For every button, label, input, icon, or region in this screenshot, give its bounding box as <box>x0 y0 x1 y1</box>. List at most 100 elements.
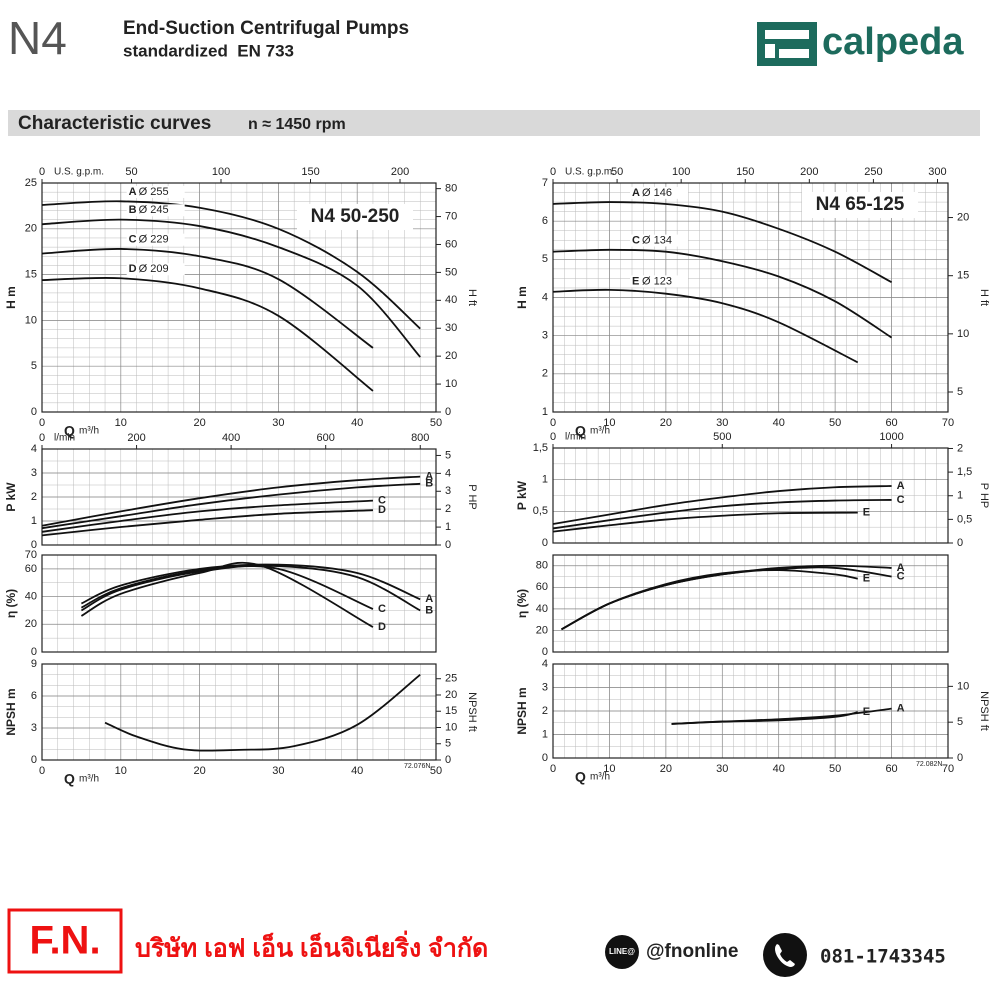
x-tick-label: 40 <box>773 417 785 429</box>
y2-axis-label: H ft <box>466 289 478 306</box>
x-tick-label: 40 <box>351 765 363 777</box>
plot-frame <box>41 554 437 653</box>
y2-tick-label: 2 <box>445 503 451 515</box>
series-diameter: Ø 146 <box>642 187 672 199</box>
series-diameter: Ø 229 <box>139 234 169 246</box>
y2-axis-label: NPSH ft <box>466 692 478 732</box>
y-axis-label: η (%) <box>515 589 529 618</box>
y2-tick-label: 0,5 <box>957 513 972 525</box>
series-name: A <box>897 703 905 715</box>
curve <box>80 565 374 612</box>
curve <box>41 248 374 349</box>
x2-tick-label: 800 <box>411 432 429 444</box>
curve <box>104 673 421 752</box>
x-tick-label: 50 <box>829 763 841 775</box>
plot-frame <box>41 663 437 761</box>
series-name: A <box>425 471 433 483</box>
y-tick-label: 40 <box>536 603 548 615</box>
y2-tick-label: 10 <box>957 680 969 692</box>
y-tick-label: 2 <box>542 368 548 380</box>
x-tick-label: 40 <box>351 417 363 429</box>
brand-name: calpeda <box>822 21 964 63</box>
y-tick-label: 1 <box>542 406 548 418</box>
curve <box>552 499 892 530</box>
y-tick-label: 1,5 <box>533 442 548 454</box>
y-tick-label: 0,5 <box>533 505 548 517</box>
x2-tick-label: 100 <box>212 166 230 178</box>
x-axis-unit: m³/h <box>79 426 99 437</box>
y-tick-label: 3 <box>542 681 548 693</box>
y-tick-label: 7 <box>542 177 548 189</box>
y-tick-label: 20 <box>25 618 37 630</box>
curve <box>41 277 374 392</box>
x2-axis-label: l/min <box>54 433 75 444</box>
y2-tick-label: 20 <box>445 689 457 701</box>
curve <box>552 288 859 364</box>
series-diameter: Ø 123 <box>642 275 672 287</box>
y-tick-label: 3 <box>542 330 548 342</box>
y2-tick-label: 0 <box>957 537 963 549</box>
line-badge: LINE@ <box>609 947 635 956</box>
x2-tick-label: 600 <box>317 432 335 444</box>
x2-tick-label: 50 <box>125 166 137 178</box>
y2-tick-label: 70 <box>445 210 457 222</box>
x-tick-label: 20 <box>193 765 205 777</box>
y2-tick-label: 5 <box>957 386 963 398</box>
x2-tick-label: 150 <box>301 166 319 178</box>
fn-logo: F.N. <box>29 919 100 963</box>
series-diameter: Ø 209 <box>139 263 169 275</box>
y2-tick-label: 10 <box>957 328 969 340</box>
y2-tick-label: 50 <box>445 266 457 278</box>
curve <box>552 201 892 284</box>
y-tick-label: 40 <box>25 590 37 602</box>
series-name: C <box>632 234 640 246</box>
y-axis-label: P kW <box>515 480 529 510</box>
y-tick-label: 9 <box>31 658 37 670</box>
plot-frame <box>552 447 949 544</box>
y-tick-label: 70 <box>25 549 37 561</box>
plot-frame <box>552 663 949 759</box>
x-axis-unit: m³/h <box>590 426 610 437</box>
phone-glyph <box>775 944 795 967</box>
y2-tick-label: 1,5 <box>957 466 972 478</box>
curve <box>671 711 858 725</box>
series-diameter: Ø 255 <box>139 186 169 198</box>
x-axis-label: Q <box>575 769 586 785</box>
figure-code: 72.082N <box>916 761 942 768</box>
label-bg <box>126 185 185 198</box>
series-name: E <box>632 275 639 287</box>
x-tick-label: 50 <box>430 765 442 777</box>
y-tick-label: 0 <box>542 752 548 764</box>
curve <box>561 569 858 631</box>
series-name: D <box>378 621 386 633</box>
y-tick-label: 6 <box>542 215 548 227</box>
curve <box>81 563 421 605</box>
y-tick-label: 0 <box>31 539 37 551</box>
y-tick-label: 1 <box>31 515 37 527</box>
x-tick-label: 0 <box>39 417 45 429</box>
x2-tick-label: 150 <box>736 166 754 178</box>
x-tick-label: 60 <box>885 417 897 429</box>
x2-tick-label: 100 <box>672 166 690 178</box>
x2-tick-label: 200 <box>391 166 409 178</box>
y-axis-label: NPSH m <box>515 687 529 734</box>
y-tick-label: 0 <box>31 754 37 766</box>
y2-axis-label: H ft <box>978 289 990 306</box>
curve <box>80 561 374 628</box>
y2-tick-label: 2 <box>957 442 963 454</box>
section-title: Characteristic curves <box>18 113 211 134</box>
x2-tick-label: 250 <box>864 166 882 178</box>
x-axis-unit: m³/h <box>79 774 99 785</box>
plot-frame <box>41 182 437 413</box>
series-name: B <box>425 478 433 490</box>
y-tick-label: 0 <box>31 646 37 658</box>
x2-tick-label: 0 <box>39 432 45 444</box>
label-bg <box>630 275 688 288</box>
y2-tick-label: 25 <box>445 673 457 685</box>
section-speed: n ≈ 1450 rpm <box>248 116 346 133</box>
x2-tick-label: 200 <box>127 432 145 444</box>
y-tick-label: 10 <box>25 314 37 326</box>
y2-tick-label: 60 <box>445 238 457 250</box>
series-name: E <box>863 706 870 718</box>
label-bg <box>126 204 185 217</box>
